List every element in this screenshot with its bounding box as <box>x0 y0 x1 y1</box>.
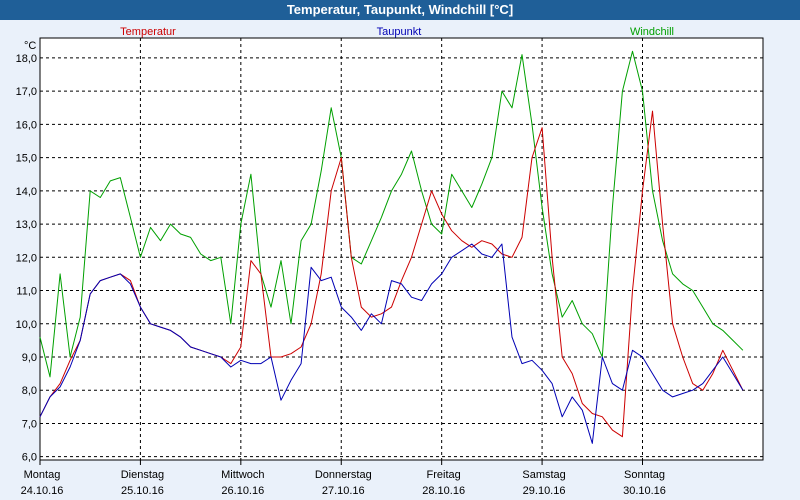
y-tick-label: 12,0 <box>16 252 37 264</box>
y-tick-label: 8,0 <box>22 385 37 397</box>
y-tick-label: 14,0 <box>16 186 37 198</box>
x-day-label: Sonntag <box>624 469 665 481</box>
x-axis: Montag 24.10.16 Dienstag 25.10.16 Mittwoch 26… <box>21 460 666 497</box>
x-date-label: 30.10.16 <box>623 485 666 497</box>
y-tick-label: 9,0 <box>22 352 37 364</box>
x-date-label: 28.10.16 <box>422 485 465 497</box>
legend-taupunkt: Taupunkt <box>377 26 422 38</box>
x-day-label: Montag <box>24 469 61 481</box>
x-day-label: Mittwoch <box>221 469 264 481</box>
legend-windchill: Windchill <box>630 26 674 38</box>
series-line-taupunkt <box>39 243 744 444</box>
series-line-windchill <box>39 50 744 378</box>
y-tick-label: 6,0 <box>22 452 37 464</box>
x-date-label: 24.10.16 <box>21 485 64 497</box>
x-day-label: Freitag <box>427 469 461 481</box>
x-day-label: Donnerstag <box>315 469 372 481</box>
y-axis: °C 6,0 7,0 8,0 9,0 10,0 11,0 12,0 13,0 14,0 15,0 1… <box>16 40 37 464</box>
x-date-label: 25.10.16 <box>121 485 164 497</box>
x-date-label: 29.10.16 <box>523 485 566 497</box>
y-tick-label: 17,0 <box>16 86 37 98</box>
y-tick-label: 16,0 <box>16 119 37 131</box>
grid <box>40 38 763 460</box>
legend: Temperatur Taupunkt Windchill <box>120 26 674 38</box>
x-date-label: 26.10.16 <box>221 485 264 497</box>
legend-temperatur: Temperatur <box>120 26 176 38</box>
plot-frame <box>39 37 764 461</box>
y-tick-label: 15,0 <box>16 153 37 165</box>
y-tick-label: 7,0 <box>22 418 37 430</box>
series-lines <box>39 50 744 444</box>
chart-title: Temperatur, Taupunkt, Windchill [°C] <box>0 0 800 20</box>
y-tick-label: 13,0 <box>16 219 37 231</box>
y-tick-label: 18,0 <box>16 53 37 65</box>
y-axis-unit-label: °C <box>24 40 36 52</box>
x-day-label: Samstag <box>522 469 565 481</box>
x-day-label: Dienstag <box>121 469 164 481</box>
y-tick-label: 10,0 <box>16 319 37 331</box>
y-tick-label: 11,0 <box>16 286 37 298</box>
x-date-label: 27.10.16 <box>322 485 365 497</box>
